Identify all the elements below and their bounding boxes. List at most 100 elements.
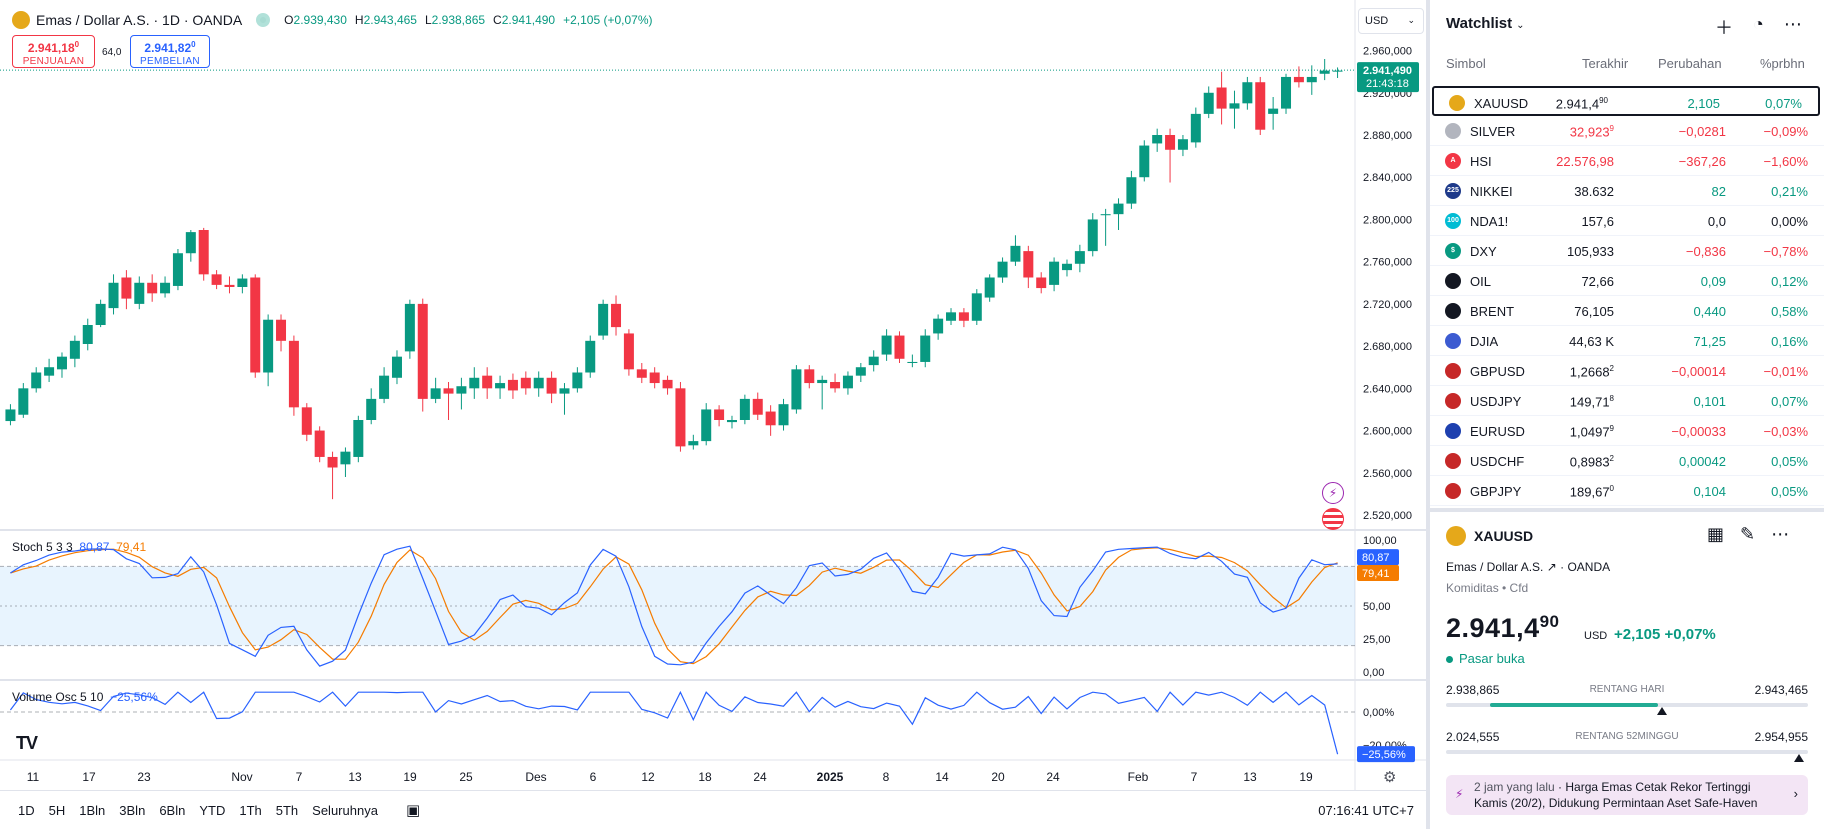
candle-body [842,375,853,389]
candle-body [1023,251,1034,278]
tf-6bln[interactable]: 6Bln [159,802,186,818]
details-name[interactable]: Emas / Dollar A.S. ↗ · OANDA [1446,560,1611,574]
change-value: 82 [1711,184,1726,199]
news-item[interactable]: ⚡ 2 jam yang lalu · Harga Emas Cetak Rek… [1446,775,1808,815]
candle-body [237,278,248,287]
change-percent: −0,78% [1763,244,1808,259]
sell-button[interactable]: 2.941,180 PENJUALAN [12,35,95,68]
symbol-title[interactable]: Emas / Dollar A.S. · 1D · OANDA [36,12,243,28]
symbol-icon [1445,273,1461,289]
candle-body [778,404,789,426]
candle-body [224,284,235,287]
candle-body [1177,139,1188,150]
candle-body [855,367,866,376]
tf-5th[interactable]: 5Th [275,802,299,818]
watchlist-title[interactable]: Watchlist ⌄ [1446,15,1525,32]
chart-clock-icon[interactable]: ◔ [1753,14,1764,34]
time-axis-label: 25 [459,770,473,784]
details-symbol[interactable]: XAUUSD [1446,526,1533,546]
price-axis-label: 2.680,000 [1363,341,1412,353]
time-axis-label: 11 [27,770,40,784]
more-icon[interactable]: ⋯ [1783,14,1802,34]
buy-button[interactable]: 2.941,820 PEMBELIAN [130,35,210,68]
tf-1th[interactable]: 1Th [239,802,262,818]
tf-1d[interactable]: 1D [18,802,35,818]
symbol-name: OIL [1470,274,1491,289]
gold-symbol-icon [12,11,30,29]
change-value: 0,0 [1707,214,1726,229]
watchlist-toolbar: ＋ ◔ ⋯ [1715,14,1802,40]
stoch-title[interactable]: Stoch 5 3 3 80,87 79,41 [12,540,147,554]
tf-1bln[interactable]: 1Bln [79,802,106,818]
watchlist-row-silver[interactable]: SILVER 32,9239 −0,0281 −0,09% [1430,116,1824,146]
chevron-right-icon[interactable]: › [1793,786,1798,801]
watchlist-row-gbpjpy[interactable]: GBPJPY 189,670 0,104 0,05% [1430,476,1824,506]
calendar-icon[interactable]: ▣ [405,802,421,819]
market-status: Pasar buka [1446,651,1525,666]
time-axis-label: 13 [1243,770,1257,784]
watchlist-row-dxy[interactable]: $ DXY 105,933 −0,836 −0,78% [1430,236,1824,266]
tf-3bln[interactable]: 3Bln [119,802,146,818]
symbol-icon: 100 [1445,213,1461,229]
watchlist-row-brent[interactable]: BRENT 76,105 0,440 0,58% [1430,296,1824,326]
watchlist-row-usdchf[interactable]: USDCHF 0,89832 0,00042 0,05% [1430,446,1824,476]
watchlist-row-nda1[interactable]: 100 NDA1! 157,6 0,0 0,00% [1430,206,1824,236]
gold-symbol-icon [1446,526,1466,546]
last-price: 22.576,98 [1556,154,1614,169]
candle-body [984,277,995,298]
candle-body [495,383,506,389]
change-value: −0,00014 [1671,364,1726,379]
last-price: 44,63 K [1569,334,1614,349]
more-icon[interactable]: ⋯ [1771,524,1790,544]
candle-body [1268,108,1279,114]
tf-ytd[interactable]: YTD [199,802,226,818]
stoch-k-tag [1357,549,1399,566]
candle-body [417,303,428,399]
candle-body [404,303,415,352]
change-value: 71,25 [1693,334,1726,349]
grid-icon[interactable]: ▦ [1707,524,1725,544]
candle-body [804,369,815,384]
watchlist-row-gbpusd[interactable]: GBPUSD 1,26682 −0,00014 −0,01% [1430,356,1824,386]
candle-body [701,409,712,442]
candle-body [675,388,686,447]
add-icon[interactable]: ＋ [1715,18,1733,38]
watchlist-row-usdjpy[interactable]: USDJPY 149,718 0,101 0,07% [1430,386,1824,416]
candle-body [997,261,1008,278]
tf-5h[interactable]: 5H [48,802,66,818]
symbol-name: SILVER [1470,124,1516,139]
symbol-name: USDCHF [1470,454,1525,469]
watchlist-row-nikkei[interactable]: 225 NIKKEI 38.632 82 0,21% [1430,176,1824,206]
time-axis-label: 2025 [817,770,844,784]
candle-body [598,303,609,336]
edit-icon[interactable]: ✎ [1740,524,1756,544]
watchlist-row-hsi[interactable]: A HSI 22.576,98 −367,26 −1,60% [1430,146,1824,176]
us-flag-icon[interactable] [1322,508,1344,530]
lightning-icon[interactable]: ⚡ [1322,482,1344,504]
details-category: Komiditas • Cfd [1446,581,1529,595]
candle-body [817,379,828,384]
currency-select[interactable]: USD ⌄ [1358,8,1424,34]
time-axis-label: 20 [991,770,1005,784]
watchlist-row-xauusd[interactable]: XAUUSD 2.941,490 2,105 0,07% [1432,86,1820,116]
settings-gear-icon[interactable]: ⚙ [1383,769,1397,786]
chart-canvas[interactable]: 2.960,0002.920,0002.880,0002.840,0002.80… [0,0,1426,790]
watchlist-row-oil[interactable]: OIL 72,66 0,09 0,12% [1430,266,1824,296]
tf-all[interactable]: Seluruhnya [312,802,378,818]
symbol-name: USDJPY [1470,394,1522,409]
symbol-name: HSI [1470,154,1492,169]
details-change: +2,105 +0,07% [1614,626,1716,643]
candle-body [69,340,80,359]
symbol-icon [1449,95,1465,111]
watchlist-row-eurusd[interactable]: EURUSD 1,04979 −0,00033 −0,03% [1430,416,1824,446]
tradingview-logo[interactable]: TV [16,733,38,753]
watchlist-row-djia[interactable]: DJIA 44,63 K 71,25 0,16% [1430,326,1824,356]
last-price: 189,670 [1569,484,1614,500]
stoch-d-line [10,547,1338,665]
time-axis-label: Feb [1128,770,1149,784]
stoch-axis-label: 25,00 [1363,634,1391,646]
candle-body [482,375,493,389]
clock[interactable]: 07:16:41 UTC+7 [1318,803,1414,818]
volume-osc-title[interactable]: Volume Osc 5 10 −25,56% [12,690,158,704]
chart-panel[interactable]: 2.960,000 2.920,000 2.880,000 2.840,000 2.80… [0,0,1430,829]
